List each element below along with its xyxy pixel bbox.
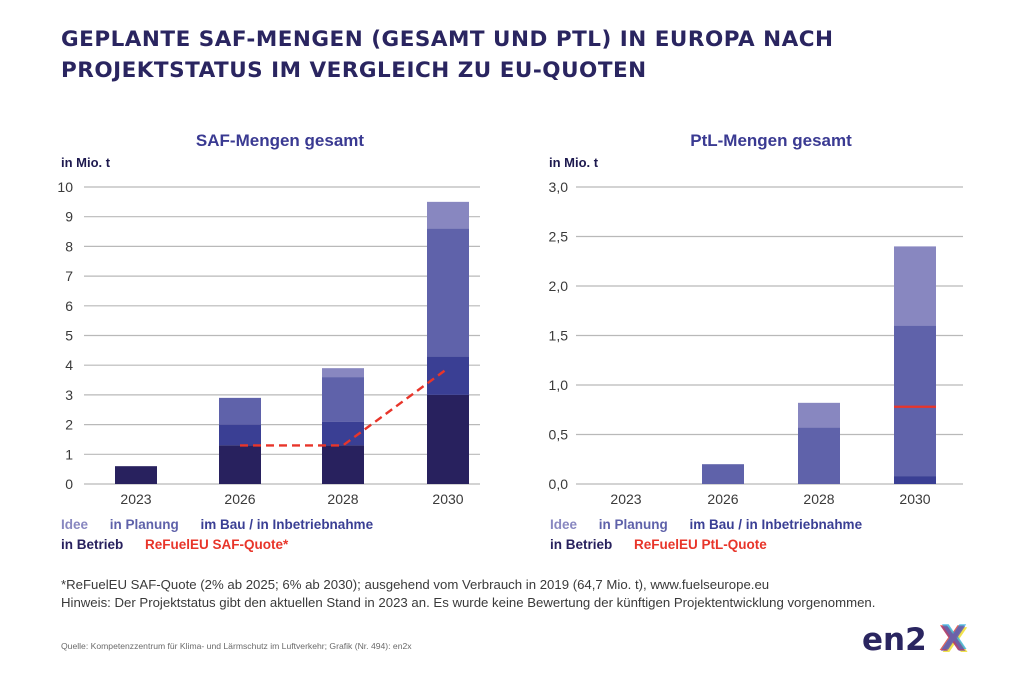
bar-segment-in-planung [894, 325, 936, 477]
bar-segment-idee [798, 402, 840, 428]
svg-text:X: X [942, 621, 968, 659]
saf-y-ticks: 0 1 2 3 4 5 6 7 8 9 10 [57, 179, 73, 492]
bar-segment-in-planung [219, 397, 261, 425]
saf-legend-quote: ReFuelEU SAF-Quote* [145, 537, 289, 552]
ptl-legend-in-betrieb: in Betrieb [550, 537, 613, 552]
ptl-legend-in-planung: in Planung [598, 517, 668, 532]
y-tick-label: 0 [65, 476, 73, 492]
x-tick-label: 2028 [327, 491, 358, 507]
y-tick-label: 1,5 [549, 328, 569, 344]
ptl-chart-title: PtL-Mengen gesamt [690, 131, 852, 150]
footnotes: *ReFuelEU SAF-Quote (2% ab 2025; 6% ab 2… [61, 576, 875, 612]
y-tick-label: 2 [65, 417, 73, 433]
bar-segment-im-bau [894, 476, 936, 484]
bar-segment-im-bau [322, 421, 364, 446]
main-title: Geplante SAF-Mengen (gesamt und PtL) in … [61, 24, 981, 86]
saf-legend-in-betrieb: in Betrieb [61, 537, 124, 552]
x-tick-label: 2026 [707, 491, 738, 507]
saf-gridlines [84, 186, 480, 485]
x-tick-label: 2028 [803, 491, 834, 507]
y-tick-label: 5 [65, 328, 73, 344]
y-tick-label: 4 [65, 357, 73, 373]
y-tick-label: 2,0 [549, 278, 569, 294]
main-title-line-1: Geplante SAF-Mengen (gesamt und PtL) in … [61, 27, 834, 52]
logo-text: en2 [862, 622, 927, 658]
x-tick-label: 2030 [899, 491, 930, 507]
source-note: Quelle: Kompetenzzentrum für Klima- und … [61, 641, 412, 651]
bar-segment-in-planung [798, 427, 840, 484]
ptl-legend: Idee in Planung im Bau / in Inbetriebnah… [550, 515, 880, 555]
ptl-bars [702, 246, 936, 484]
bar-segment-in-planung [427, 228, 469, 357]
y-tick-label: 2,5 [549, 229, 569, 245]
footnote-hinweis: Hinweis: Der Projektstatus gibt den aktu… [61, 595, 876, 610]
y-tick-label: 1,0 [549, 377, 569, 393]
ptl-legend-quote: ReFuelEU PtL-Quote [634, 537, 767, 552]
logo-x-icon: X X X X [939, 619, 968, 659]
y-tick-label: 3 [65, 387, 73, 403]
svg-text:X: X [940, 620, 966, 659]
x-tick-label: 2023 [610, 491, 641, 507]
bar-segment-in-betrieb [322, 445, 364, 484]
y-tick-label: 1 [65, 446, 73, 462]
y-tick-label: 0,0 [549, 476, 569, 492]
saf-legend-im-bau: im Bau / in Inbetriebnahme [200, 517, 374, 532]
x-tick-label: 2023 [120, 491, 151, 507]
quota-line [240, 367, 449, 447]
y-tick-label: 9 [65, 209, 73, 225]
bar-segment-in-planung [322, 377, 364, 422]
x-tick-label: 2026 [224, 491, 255, 507]
y-tick-label: 7 [65, 268, 73, 284]
bar-segment-in-betrieb [427, 394, 469, 484]
saf-y-axis-label: in Mio. t [61, 155, 111, 170]
saf-legend-idee: Idee [61, 517, 89, 532]
saf-x-ticks: 2023 2026 2028 2030 [120, 491, 463, 507]
x-tick-label: 2030 [432, 491, 463, 507]
en2x-logo: en2 X X X X [862, 619, 968, 659]
ptl-y-ticks: 0,0 0,5 1,0 1,5 2,0 2,5 3,0 [549, 179, 569, 492]
bar-segment-idee [894, 246, 936, 326]
svg-text:X: X [939, 619, 965, 659]
ptl-y-axis-label: in Mio. t [549, 155, 599, 170]
y-tick-label: 3,0 [549, 179, 569, 195]
bar-segment-idee [427, 201, 469, 229]
bar-segment-in-planung [702, 464, 744, 484]
footnote-quote: *ReFuelEU SAF-Quote (2% ab 2025; 6% ab 2… [61, 577, 770, 592]
y-tick-label: 6 [65, 298, 73, 314]
y-tick-label: 8 [65, 238, 73, 254]
saf-legend-in-planung: in Planung [109, 517, 179, 532]
y-tick-label: 0,5 [549, 427, 569, 443]
bar-segment-in-betrieb [115, 466, 157, 484]
ptl-legend-idee: Idee [550, 517, 578, 532]
y-tick-label: 10 [57, 179, 73, 195]
ptl-legend-im-bau: im Bau / in Inbetriebnahme [689, 517, 863, 532]
main-title-line-2: Projektstatus im Vergleich zu EU-Quoten [61, 58, 647, 83]
bar-segment-in-betrieb [219, 445, 261, 484]
ptl-x-ticks: 2023 2026 2028 2030 [610, 491, 930, 507]
saf-bars [115, 201, 469, 484]
svg-text:X: X [941, 619, 967, 658]
saf-chart-title: SAF-Mengen gesamt [196, 131, 364, 150]
bar-segment-im-bau [427, 356, 469, 395]
saf-quota-line [240, 367, 449, 447]
bar-segment-idee [322, 368, 364, 378]
saf-legend: Idee in Planung im Bau / in Inbetriebnah… [61, 515, 391, 555]
bar-segment-im-bau [219, 424, 261, 446]
